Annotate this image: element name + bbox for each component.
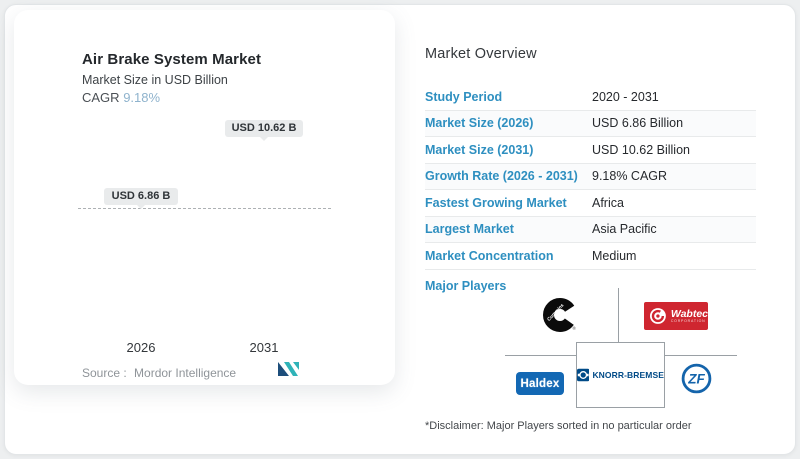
cagr-line: CAGR 9.18% (82, 90, 160, 105)
source-value: Mordor Intelligence (134, 366, 237, 380)
svg-text:®: ® (573, 325, 577, 331)
row-value: Asia Pacific (592, 222, 657, 237)
table-row: Fastest Growing Market Africa (425, 190, 756, 217)
cagr-label: CAGR (82, 90, 120, 105)
table-row: Market Size (2026) USD 6.86 Billion (425, 110, 756, 137)
axis-label-2031: 2031 (249, 340, 279, 355)
chart-subtitle: Market Size in USD Billion (82, 73, 228, 87)
row-value: Medium (592, 248, 637, 263)
table-row: Market Concentration Medium (425, 243, 756, 270)
disclaimer-text: *Disclaimer: Major Players sorted in no … (425, 420, 692, 432)
haldex-wordmark: Haldex (520, 377, 560, 390)
reference-dashed-line (78, 208, 331, 209)
chart-card: Air Brake System Market Market Size in U… (14, 10, 395, 385)
row-label: Market Size (2026) (425, 116, 534, 131)
source-label: Source : (82, 366, 127, 380)
mordor-intelligence-logo-icon (277, 361, 300, 382)
knorr-bremse-icon (577, 368, 590, 382)
overview-table: Study Period 2020 - 2031 Market Size (20… (425, 84, 756, 270)
bar-value-label-2026: USD 6.86 B (104, 188, 178, 205)
row-value: 9.18% CAGR (592, 169, 668, 184)
axis-label-2026: 2026 (126, 340, 156, 355)
zf-logo-icon: ZF (681, 363, 712, 399)
haldex-logo: Haldex (516, 372, 564, 395)
connector-horizontal-right (665, 355, 737, 356)
table-row: Largest Market Asia Pacific (425, 216, 756, 243)
major-players-label: Major Players (425, 279, 507, 293)
wabtec-logo: Wabtec CORPORATION (644, 302, 708, 330)
table-row: Study Period 2020 - 2031 (425, 84, 756, 111)
source-line: Source : Mordor Intelligence (82, 366, 236, 380)
row-label: Fastest Growing Market (425, 195, 567, 210)
bar-value-label-2031: USD 10.62 B (225, 120, 303, 137)
overview-title: Market Overview (425, 46, 537, 62)
row-label: Market Concentration (425, 248, 554, 263)
connector-vertical-line (618, 288, 619, 342)
wabtec-swirl-icon (649, 308, 666, 324)
table-row: Growth Rate (2026 - 2031) 9.18% CAGR (425, 163, 756, 190)
connector-horizontal-left (505, 355, 576, 356)
row-value: Africa (592, 195, 624, 210)
knorr-bremse-box: KNORR-BREMSE (576, 342, 665, 408)
chart-title: Air Brake System Market (82, 51, 262, 68)
row-label: Study Period (425, 89, 503, 104)
row-label: Market Size (2031) (425, 142, 534, 157)
cummins-logo-icon: Cummins ® (542, 297, 578, 338)
knorr-bremse-wordmark: KNORR-BREMSE (592, 370, 664, 380)
table-row: Market Size (2031) USD 10.62 Billion (425, 137, 756, 164)
wabtec-subtext: CORPORATION (670, 319, 706, 323)
row-label: Largest Market (425, 222, 514, 237)
row-value: USD 6.86 Billion (592, 116, 684, 131)
row-label: Growth Rate (2026 - 2031) (425, 169, 578, 184)
wabtec-wordmark: Wabtec (670, 308, 708, 320)
bar-2026 (104, 209, 178, 335)
zf-wordmark: ZF (687, 372, 705, 387)
cagr-value: 9.18% (123, 90, 161, 105)
row-value: USD 10.62 Billion (592, 142, 690, 157)
row-value: 2020 - 2031 (592, 89, 659, 104)
bar-2031 (227, 140, 301, 335)
